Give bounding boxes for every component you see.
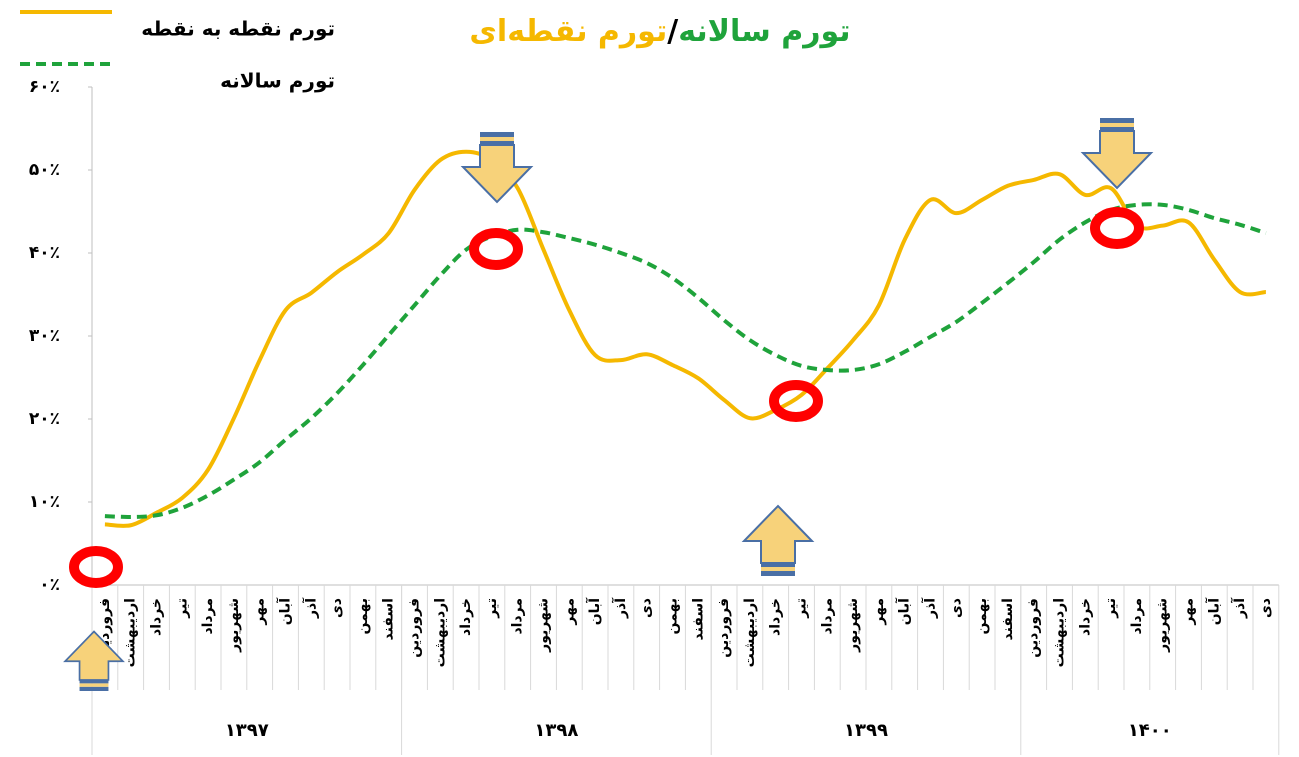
group-label: ۱۳۹۸: [534, 720, 578, 741]
x-tick-label: آذر: [301, 597, 319, 619]
x-tick-label: آذر: [921, 597, 939, 619]
x-tick-label: تیر: [174, 598, 190, 619]
x-tick-label: مرداد: [1129, 598, 1145, 635]
x-tick-label: اسفند: [1000, 598, 1016, 640]
y-tick-label: ۶۰٪: [29, 77, 60, 97]
x-tick-label: تیر: [794, 598, 810, 619]
x-tick-label: مرداد: [819, 598, 835, 635]
x-tick-label: آبان: [1204, 597, 1222, 625]
series-line: [104, 202, 1267, 519]
arrow-up: [64, 630, 124, 692]
title-part: تورم نقطه‌ای: [469, 14, 668, 49]
highlight-circle: [1090, 207, 1144, 249]
x-tick-label: اسفند: [690, 598, 706, 640]
x-tick-label: اردیبهشت: [123, 598, 139, 667]
x-tick-label: آبان: [895, 597, 913, 625]
x-tick-label: فروردین: [1026, 598, 1042, 658]
highlight-circle: [469, 228, 523, 270]
title-part: تورم سالانه: [678, 14, 851, 49]
y-tick-label: ۳۰٪: [29, 326, 60, 346]
x-tick-label: خرداد: [768, 598, 784, 636]
arrow-up: [743, 505, 813, 577]
x-tick-label: بهمن: [974, 598, 990, 634]
x-tick-label: فروردین: [716, 598, 732, 658]
x-tick-label: شهریور: [1155, 598, 1171, 653]
x-tick-label: بهمن: [665, 598, 681, 634]
x-tick-label: اردیبهشت: [432, 598, 448, 667]
x-tick-label: شهریور: [845, 598, 861, 653]
x-tick-label: دی: [1258, 598, 1274, 618]
highlight-circle: [69, 546, 123, 588]
y-tick-label: ۰٪: [39, 575, 60, 595]
title-part: /: [667, 14, 679, 49]
x-tick-label: مرداد: [200, 598, 216, 635]
group-label: ۱۳۹۹: [844, 720, 888, 741]
series-line: [104, 149, 1267, 528]
y-tick-label: ۲۰٪: [29, 409, 60, 429]
group-label: ۱۳۹۷: [225, 720, 269, 741]
x-tick-label: آبان: [276, 597, 294, 625]
legend-label: تورم سالانه: [220, 69, 335, 93]
highlight-circle: [769, 380, 823, 422]
x-tick-label: آبان: [585, 597, 603, 625]
legend-label: تورم نقطه به نقطه: [141, 17, 335, 41]
x-tick-label: مهر: [871, 598, 887, 626]
x-tick-label: شهریور: [536, 598, 552, 653]
x-tick-label: تیر: [1103, 598, 1119, 619]
y-tick-label: ۴۰٪: [29, 243, 60, 263]
x-tick-label: دی: [329, 598, 345, 618]
x-tick-label: آذر: [611, 597, 629, 619]
x-tick-label: خرداد: [1077, 598, 1093, 636]
x-tick-label: بهمن: [355, 598, 371, 634]
x-tick-label: خرداد: [149, 598, 165, 636]
x-tick-label: فروردین: [407, 598, 423, 658]
arrow-down: [1082, 117, 1152, 189]
x-tick-label: اردیبهشت: [742, 598, 758, 667]
y-tick-label: ۱۰٪: [29, 492, 60, 512]
arrow-down: [462, 131, 532, 203]
x-tick-label: خرداد: [458, 598, 474, 636]
x-tick-label: شهریور: [226, 598, 242, 653]
x-tick-label: اردیبهشت: [1052, 598, 1068, 667]
y-tick-label: ۵۰٪: [29, 160, 60, 180]
x-tick-label: مرداد: [510, 598, 526, 635]
group-label: ۱۴۰۰: [1128, 720, 1172, 741]
x-tick-label: مهر: [561, 598, 577, 626]
chart-title: تورم سالانه/تورم نقطه‌ای: [380, 14, 940, 49]
x-tick-label: تیر: [484, 598, 500, 619]
x-tick-label: دی: [639, 598, 655, 618]
x-tick-label: مهر: [252, 598, 268, 626]
x-tick-label: مهر: [1181, 598, 1197, 626]
x-tick-label: آذر: [1230, 597, 1248, 619]
x-tick-label: دی: [948, 598, 964, 618]
x-tick-label: اسفند: [381, 598, 397, 640]
